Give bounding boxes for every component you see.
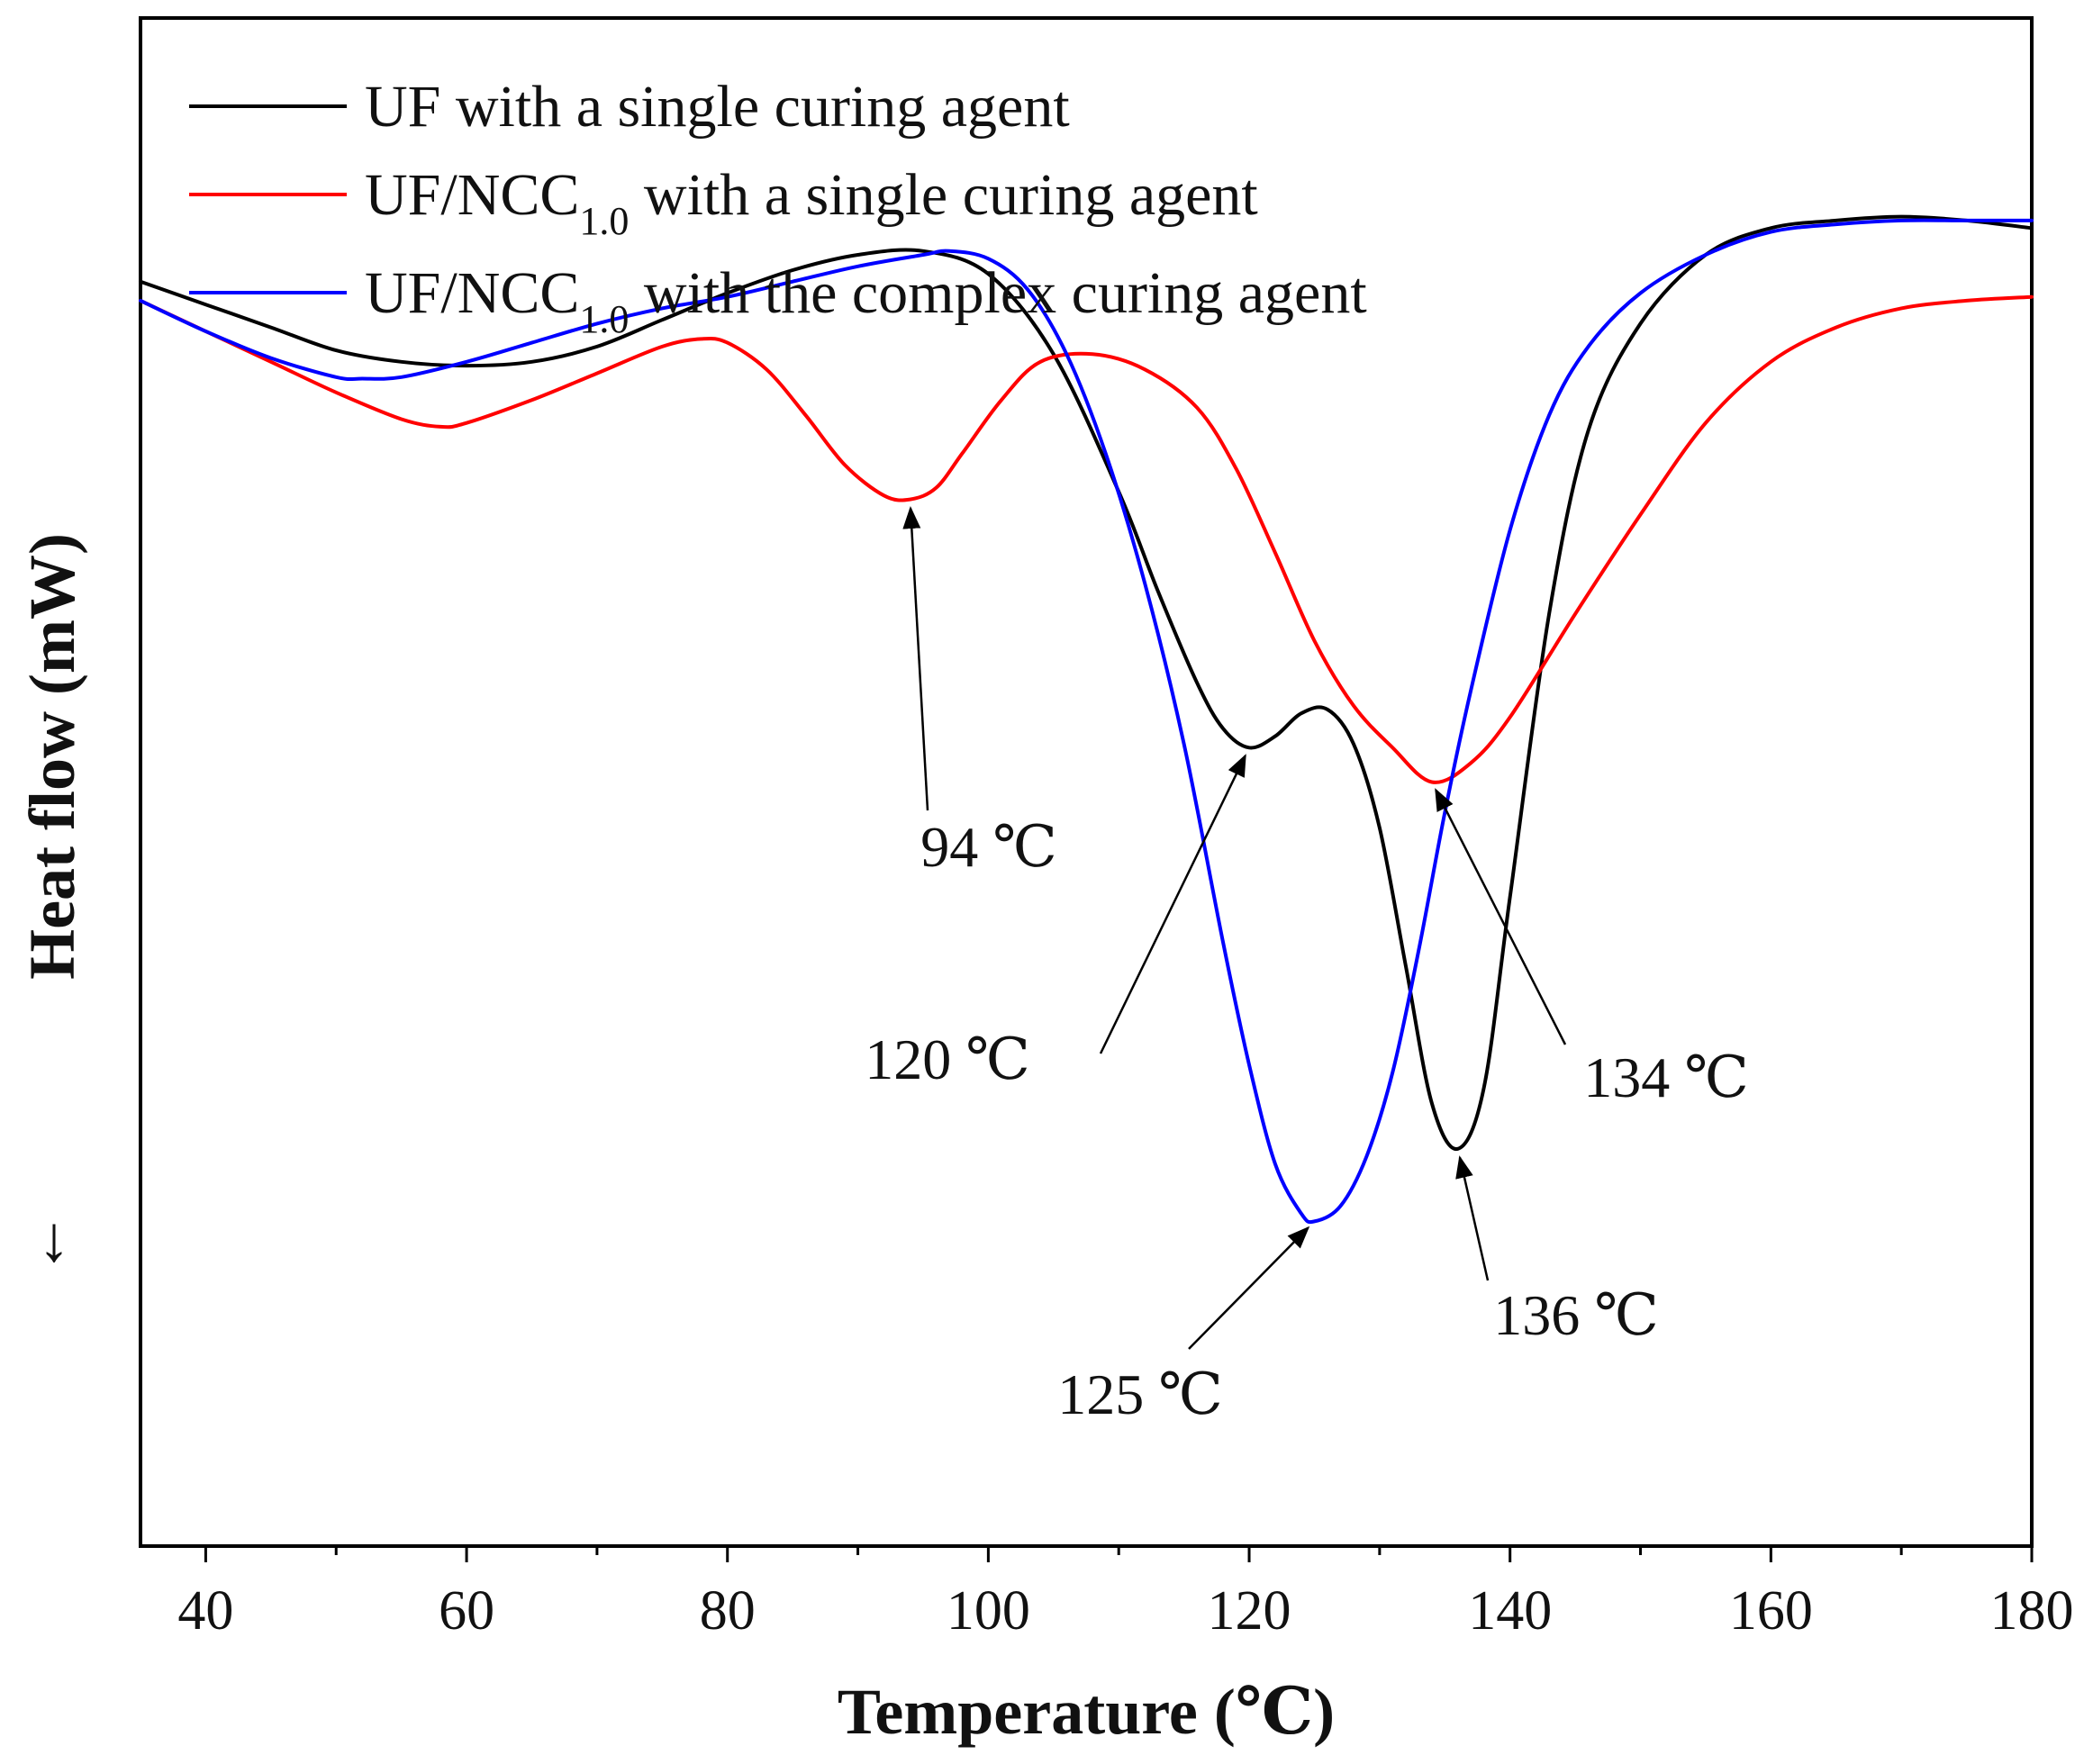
y-axis-title: Heat flow (mW): [16, 533, 88, 980]
series-line-uf-ncc-single: [139, 294, 2034, 784]
annotation-layer: 94 ℃ 120 ℃ 125 ℃ 134 ℃ 136 ℃: [865, 506, 1749, 1426]
x-axis-ticks: 40 60 80 100 120 140 160 180: [177, 1546, 2074, 1642]
legend-label-uf-ncc-complex-sub: 1.0: [579, 297, 629, 341]
legend-label-uf: UF with a single curing agent: [365, 74, 1070, 140]
peak-annotation-arrow: [1455, 1155, 1490, 1281]
legend-label-uf-ncc-complex-rest: with the complex curing agent: [629, 260, 1366, 326]
legend-label-uf-ncc-single-base: UF/NCC: [365, 162, 579, 228]
legend-label-uf-ncc-single-sub: 1.0: [579, 199, 629, 243]
x-tick-label: 80: [700, 1580, 756, 1642]
peak-annotation-arrow: [902, 506, 929, 811]
x-tick-label: 140: [1468, 1580, 1552, 1642]
peak-annotation-label: 136 ℃: [1493, 1283, 1659, 1347]
plot-frame: [139, 16, 2034, 1548]
series-line-uf-ncc-complex: [139, 218, 2034, 1225]
x-tick-label: 120: [1208, 1580, 1291, 1642]
peak-annotation-label: 94 ℃: [920, 815, 1057, 879]
y-axis-direction-arrow: ↓: [38, 1203, 70, 1275]
peak-annotation-arrow: [1435, 788, 1567, 1045]
peak-annotation-arrow: [1188, 1226, 1310, 1350]
x-tick-label: 180: [1990, 1580, 2074, 1642]
legend: UF with a single curing agent UF/NCC1.0 …: [189, 74, 1367, 341]
legend-label-uf-ncc-complex-base: UF/NCC: [365, 260, 579, 326]
peak-annotation-label: 134 ℃: [1583, 1045, 1749, 1109]
peak-annotation-arrow: [1099, 754, 1246, 1054]
x-tick-label: 60: [439, 1580, 494, 1642]
series-layer: [139, 214, 2034, 1225]
legend-label-uf-ncc-complex: UF/NCC1.0 with the complex curing agent: [365, 260, 1367, 341]
peak-annotation-label: 125 ℃: [1057, 1362, 1223, 1426]
legend-label-uf-ncc-single: UF/NCC1.0 with a single curing agent: [365, 162, 1258, 243]
peak-annotation-label: 120 ℃: [865, 1027, 1030, 1091]
x-tick-label: 40: [177, 1580, 233, 1642]
x-tick-label: 160: [1729, 1580, 1813, 1642]
x-axis-title: Temperature (℃): [838, 1676, 1335, 1748]
x-tick-label: 100: [947, 1580, 1030, 1642]
legend-label-uf-ncc-single-rest: with a single curing agent: [629, 162, 1257, 228]
series-line-uf: [139, 214, 2034, 1151]
